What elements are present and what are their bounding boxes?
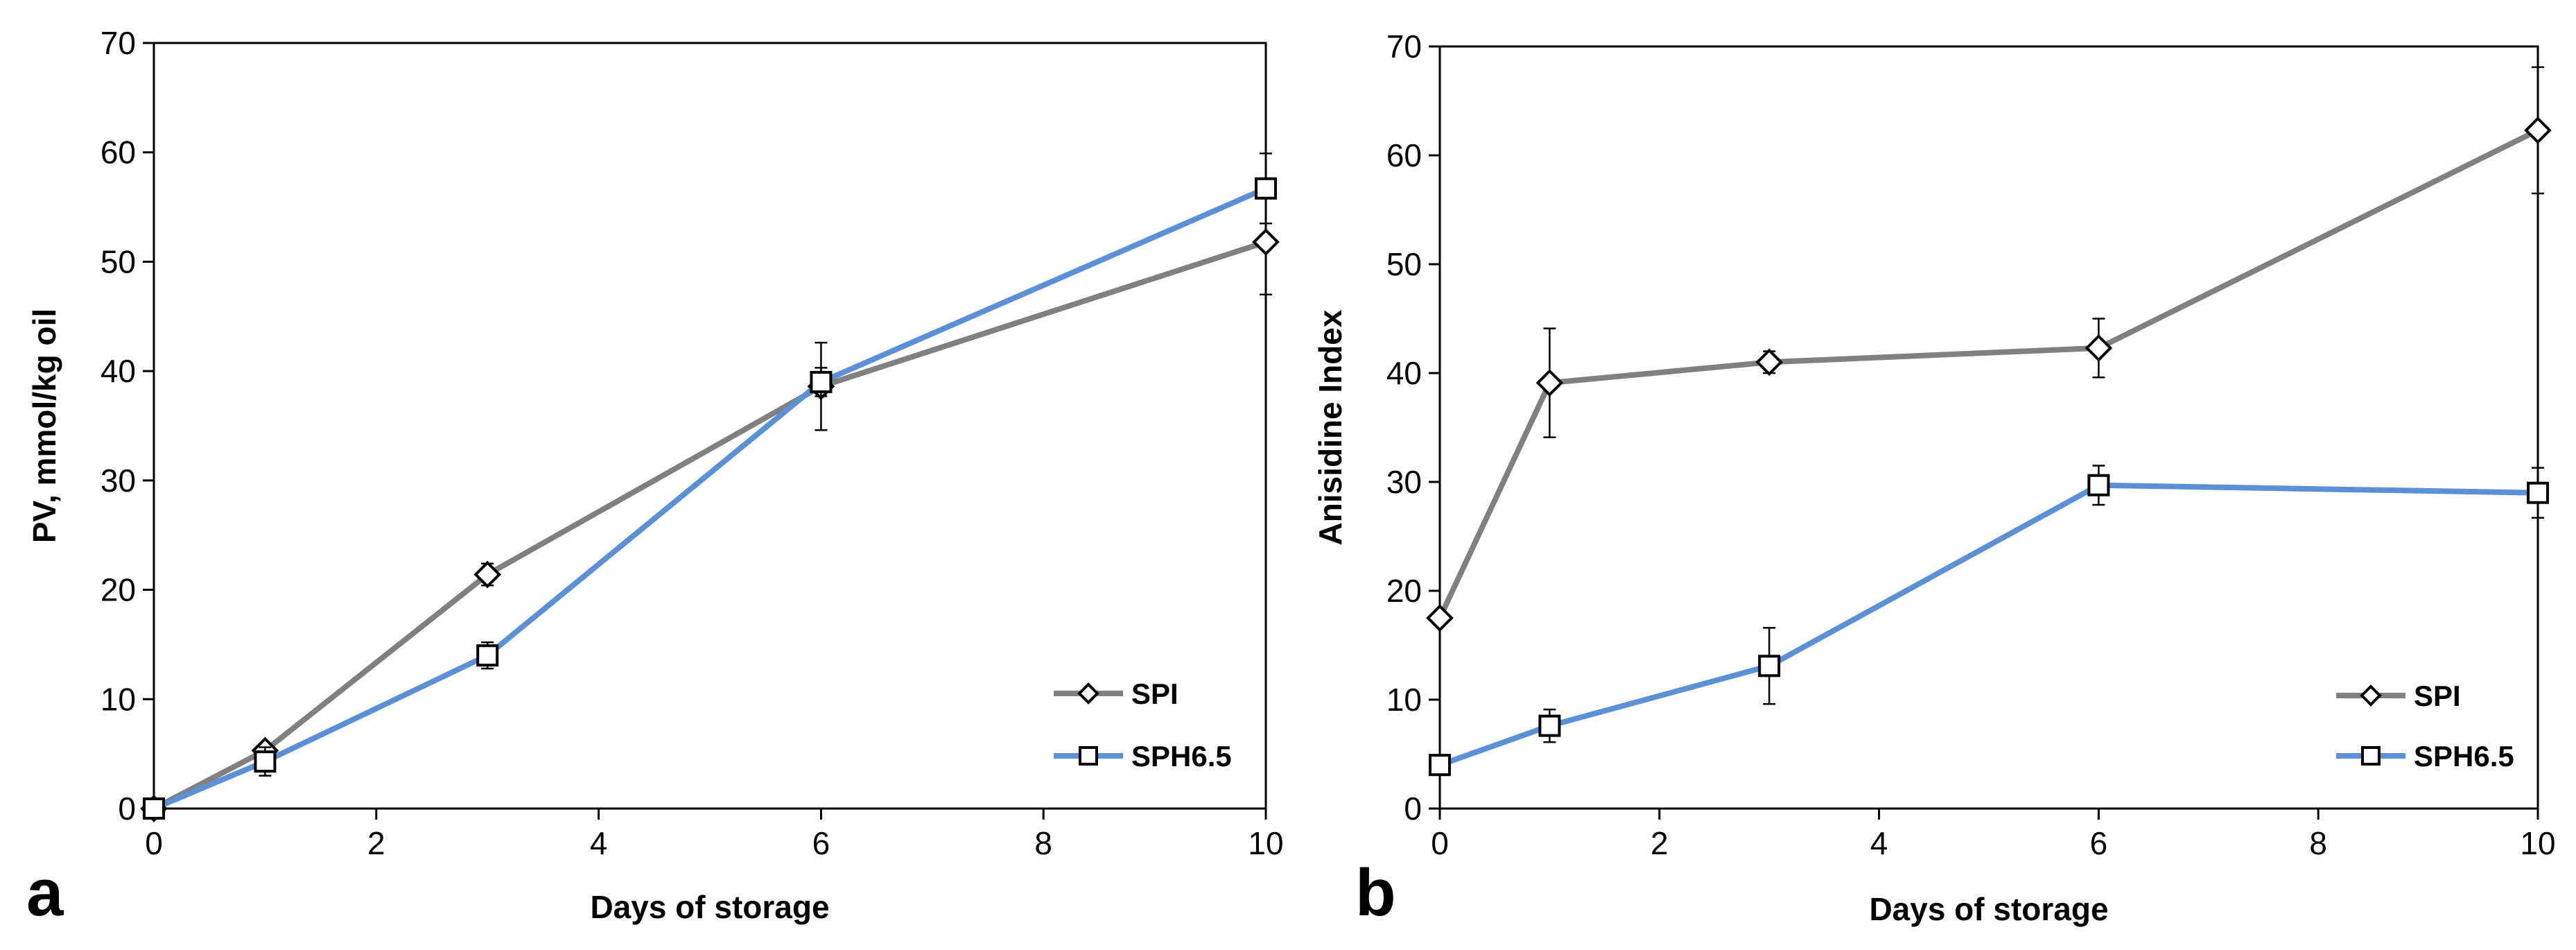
x-tick-label: 10 [1248,825,1283,861]
series-line [153,239,1267,811]
x-tick-label: 4 [590,825,608,861]
data-point-diamond [473,560,502,589]
panel-letter: a [26,856,64,930]
y-tick-label: 20 [101,572,136,608]
legend-marker-diamond [1077,682,1099,705]
series-spi [1426,66,2552,632]
legend-label: SPH6.5 [1131,740,1232,772]
panel-letter: b [1355,856,1396,930]
y-tick-label: 70 [101,25,136,61]
plot-area-frame [1438,45,2539,810]
y-tick-label: 70 [1386,28,1422,64]
x-tick-label: 8 [1034,825,1052,861]
x-tick-label: 6 [2090,825,2108,861]
y-tick-label: 40 [1386,355,1422,391]
series-sph6-5 [143,153,1277,820]
data-point-diamond [2524,116,2552,144]
data-point-square [810,370,833,393]
data-point-square [1429,754,1451,777]
data-point-square [1255,177,1277,200]
plot-area-frame [153,42,1267,810]
y-tick-label: 60 [1386,137,1422,173]
legend-entry-sph6-5: SPH6.5 [2336,740,2514,772]
data-point-square [254,750,277,773]
y-axis-title: Anisidine Index [1312,309,1348,545]
legend-marker-square [1079,746,1098,766]
y-tick-label: 10 [1386,682,1422,718]
x-axis-title: Days of storage [1869,891,2108,927]
legend-entry-sph6-5: SPH6.5 [1054,740,1232,772]
data-point-diamond [1252,228,1280,256]
data-point-square [1758,655,1781,677]
y-tick-label: 20 [1386,573,1422,609]
data-point-diamond [1426,604,1454,632]
data-point-diamond [1535,369,1564,397]
legend-label: SPH6.5 [2414,740,2514,772]
chart-panel-a: 0 10 20 30 40 50 60 70 0 2 4 6 8 10 Days of storage PV,… [26,25,1284,930]
x-axis-title: Days of storage [590,889,829,925]
y-tick-label: 50 [101,243,136,279]
series-line [1438,482,2539,768]
series-line [153,186,1267,811]
legend-entry-spi: SPI [1054,677,1178,710]
y-tick-label: 30 [1386,464,1422,500]
series-spi [140,189,1280,822]
data-point-diamond [1755,348,1784,377]
x-tick-label: 0 [1431,825,1449,861]
data-point-square [1538,714,1561,737]
x-tick-label: 6 [812,825,830,861]
chart-panel-b: 0 10 20 30 40 50 60 70 0 2 4 6 8 10 Days of storage Ani… [1312,28,2556,930]
legend-label: SPI [2414,680,2461,712]
legend-label: SPI [1131,677,1178,710]
x-tick-label: 10 [2520,825,2555,861]
data-point-square [2527,481,2549,504]
legend-marker-diamond [2360,684,2382,707]
y-tick-label: 60 [101,135,136,171]
data-point-diamond [2085,334,2113,362]
x-tick-label: 2 [367,825,385,861]
y-tick-label: 0 [118,791,136,827]
y-tick-label: 50 [1386,246,1422,282]
data-point-square [476,644,499,667]
y-tick-label: 40 [101,353,136,389]
legend-entry-spi: SPI [2336,680,2461,712]
y-tick-label: 30 [101,463,136,499]
series-sph6-5 [1429,465,2549,777]
x-tick-label: 4 [1870,825,1888,861]
x-tick-label: 2 [1651,825,1669,861]
y-tick-label: 0 [1404,791,1422,827]
x-tick-label: 8 [2309,825,2327,861]
x-tick-label: 0 [145,825,163,861]
data-point-square [2087,474,2110,496]
data-point-square [143,797,165,820]
y-axis-title: PV, mmol/kg oil [26,309,62,543]
y-tick-label: 10 [101,681,136,717]
legend-marker-square [2361,746,2381,766]
